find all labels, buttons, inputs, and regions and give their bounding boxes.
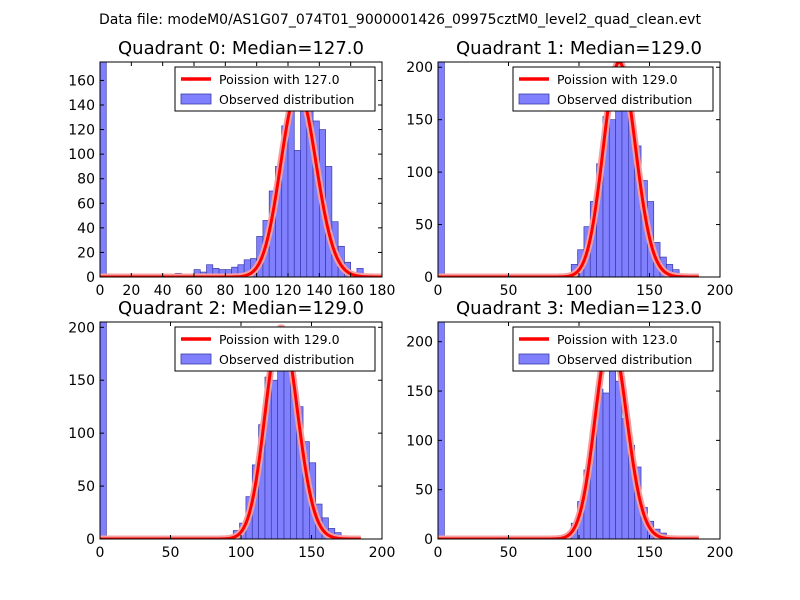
legend-label-observed: Observed distribution bbox=[219, 352, 354, 367]
y-tick-label: 100 bbox=[406, 433, 433, 449]
histogram-bar bbox=[283, 369, 291, 539]
legend-label-observed: Observed distribution bbox=[557, 352, 692, 367]
legend: Poission with 129.0 Observed distribution bbox=[174, 326, 376, 372]
figure-suptitle: Data file: modeM0/AS1G07_074T01_90000014… bbox=[99, 12, 701, 28]
histogram-bar bbox=[608, 119, 617, 277]
x-tick-label: 0 bbox=[96, 283, 105, 299]
poisson-curve-line bbox=[100, 88, 382, 277]
x-tick-label: 160 bbox=[337, 283, 364, 299]
y-tick-label: 100 bbox=[68, 426, 95, 442]
x-tick-label: 180 bbox=[369, 283, 396, 299]
y-tick-label: 80 bbox=[77, 172, 95, 188]
y-tick-label: 50 bbox=[77, 479, 95, 495]
histogram-bar bbox=[615, 380, 623, 539]
panel-title: Quadrant 1: Median=129.0 bbox=[456, 38, 702, 59]
x-tick-label: 0 bbox=[434, 283, 443, 299]
x-tick-label: 20 bbox=[122, 283, 140, 299]
x-tick-label: 150 bbox=[636, 283, 663, 299]
histogram-bar bbox=[602, 392, 610, 539]
y-tick-label: 120 bbox=[68, 123, 95, 139]
y-tick-label: 50 bbox=[415, 483, 433, 499]
poisson-curve-line bbox=[438, 62, 699, 277]
y-tick-label: 200 bbox=[68, 320, 95, 336]
panel-title: Quadrant 0: Median=127.0 bbox=[118, 38, 364, 59]
legend: Poission with 129.0 Observed distribution bbox=[512, 66, 714, 112]
poisson-curve-line bbox=[438, 334, 699, 539]
x-tick-label: 200 bbox=[369, 545, 396, 561]
x-tick-label: 140 bbox=[306, 283, 333, 299]
panel-title: Quadrant 2: Median=129.0 bbox=[118, 298, 364, 319]
y-tick-label: 150 bbox=[68, 373, 95, 389]
y-tick-label: 200 bbox=[406, 335, 433, 351]
y-tick-label: 160 bbox=[68, 73, 95, 89]
x-tick-label: 200 bbox=[707, 545, 734, 561]
legend-label-poisson: Poission with 123.0 bbox=[557, 332, 678, 347]
histogram-bar bbox=[293, 150, 301, 277]
y-tick-label: 0 bbox=[424, 532, 433, 548]
legend-label-observed: Observed distribution bbox=[557, 92, 692, 107]
y-tick-label: 40 bbox=[77, 221, 95, 237]
x-tick-label: 50 bbox=[500, 283, 518, 299]
legend-box bbox=[174, 66, 376, 112]
legend-bar-swatch bbox=[518, 353, 550, 365]
y-tick-label: 0 bbox=[424, 270, 433, 286]
y-tick-label: 0 bbox=[86, 532, 95, 548]
x-tick-label: 200 bbox=[707, 283, 734, 299]
x-tick-label: 40 bbox=[154, 283, 172, 299]
y-tick-label: 60 bbox=[77, 196, 95, 212]
x-tick-label: 50 bbox=[162, 545, 180, 561]
histogram-bar bbox=[100, 62, 107, 277]
y-tick-label: 150 bbox=[406, 384, 433, 400]
legend-label-observed: Observed distribution bbox=[219, 92, 354, 107]
legend-label-poisson: Poission with 129.0 bbox=[557, 72, 678, 87]
y-tick-label: 100 bbox=[406, 165, 433, 181]
panel-quadrant-0: Quadrant 0: Median=127.00 20 40 60 80 100 120 1… bbox=[68, 38, 395, 299]
histogram-bar bbox=[438, 62, 445, 277]
panel-title: Quadrant 3: Median=123.0 bbox=[456, 298, 702, 319]
x-tick-label: 150 bbox=[636, 545, 663, 561]
x-tick-label: 80 bbox=[216, 283, 234, 299]
x-tick-label: 0 bbox=[96, 545, 105, 561]
y-tick-label: 20 bbox=[77, 245, 95, 261]
histogram-bar bbox=[300, 98, 308, 277]
legend-label-poisson: Poission with 129.0 bbox=[219, 332, 340, 347]
x-tick-label: 50 bbox=[500, 545, 518, 561]
y-tick-label: 150 bbox=[406, 113, 433, 129]
legend-bar-swatch bbox=[518, 93, 550, 105]
x-tick-label: 100 bbox=[566, 283, 593, 299]
legend: Poission with 127.0 Observed distribution bbox=[174, 66, 376, 112]
legend-bar-swatch bbox=[180, 93, 212, 105]
legend-label-poisson: Poission with 127.0 bbox=[219, 72, 340, 87]
x-tick-label: 120 bbox=[275, 283, 302, 299]
x-tick-label: 100 bbox=[566, 545, 593, 561]
y-tick-label: 100 bbox=[68, 147, 95, 163]
x-tick-label: 0 bbox=[434, 545, 443, 561]
panel-quadrant-2: Quadrant 2: Median=129.0 0 50 100 150 200 0 50 1… bbox=[68, 298, 395, 561]
x-tick-label: 60 bbox=[185, 283, 203, 299]
x-tick-label: 150 bbox=[298, 545, 325, 561]
x-tick-label: 100 bbox=[228, 545, 255, 561]
poisson-curve-line bbox=[100, 326, 361, 539]
y-tick-label: 140 bbox=[68, 98, 95, 114]
histogram-bar bbox=[608, 345, 617, 539]
y-tick-label: 200 bbox=[406, 60, 433, 76]
subplot-grid: Quadrant 0: Median=127.00 20 40 60 80 100 120 1… bbox=[68, 38, 733, 561]
panel-quadrant-3: Quadrant 3: Median=123.0 0 50 100 150 200 0 50 1… bbox=[406, 298, 733, 561]
histogram-bar bbox=[100, 322, 107, 539]
legend: Poission with 123.0 Observed distribution bbox=[512, 326, 714, 372]
histogram-bar bbox=[438, 322, 445, 539]
y-tick-label: 0 bbox=[86, 270, 95, 286]
histogram-bar bbox=[615, 93, 623, 277]
x-tick-label: 100 bbox=[243, 283, 270, 299]
axes-frame bbox=[99, 61, 383, 278]
panel-quadrant-1: Quadrant 1: Median=129.0 0 50 100 150 200 0 50 1… bbox=[406, 38, 733, 299]
histogram-bar bbox=[270, 379, 279, 539]
y-tick-label: 50 bbox=[415, 218, 433, 234]
legend-bar-swatch bbox=[180, 353, 212, 365]
